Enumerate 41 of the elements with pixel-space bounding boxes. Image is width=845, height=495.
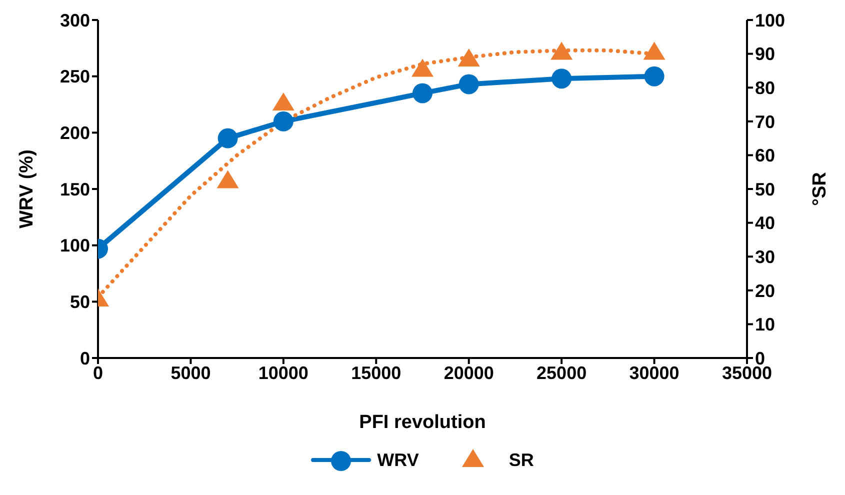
y-tick-label: 150 — [60, 179, 90, 200]
y-tick-label: 200 — [60, 123, 90, 144]
y-tick-label: 300 — [60, 10, 90, 30]
legend-label: SR — [508, 450, 534, 470]
point — [272, 92, 294, 110]
point — [412, 58, 434, 77]
legend-label: WRV — [377, 450, 419, 470]
x-tick-label: 25000 — [536, 362, 587, 383]
x-axis-title: PFI revolution — [359, 412, 486, 433]
point — [458, 48, 480, 67]
y2-tick-label: 90 — [755, 44, 776, 64]
y2-tick-label: 20 — [755, 280, 776, 301]
y-tick-label: 0 — [80, 348, 90, 368]
point — [216, 170, 239, 188]
x-tick-label: 30000 — [629, 362, 680, 383]
point — [412, 83, 432, 104]
y2-tick-label: 10 — [755, 314, 776, 335]
point — [458, 74, 479, 94]
point — [643, 42, 666, 60]
y2-tick-label: 100 — [755, 10, 786, 30]
y2-axis-title: °SR — [810, 172, 831, 206]
y2-tick-label: 30 — [755, 246, 776, 267]
x-tick-label: 20000 — [444, 362, 494, 383]
point — [218, 128, 238, 148]
y2-tick-label: 50 — [755, 179, 776, 200]
y-tick-label: 250 — [60, 66, 90, 87]
point — [552, 68, 572, 89]
y-tick-label: 50 — [70, 292, 90, 312]
x-tick-label: 5000 — [170, 362, 211, 383]
y2-tick-label: 80 — [755, 78, 776, 98]
y-axis-title: WRV (%) — [16, 150, 38, 228]
y2-tick-label: 70 — [755, 112, 776, 132]
point — [550, 42, 573, 60]
y-tick-label: 100 — [60, 236, 90, 256]
x-tick-label: 15000 — [351, 362, 402, 383]
x-tick-label: 10000 — [258, 362, 308, 383]
point — [644, 66, 664, 86]
y2-tick-label: 40 — [755, 213, 776, 234]
y2-tick-label: 60 — [755, 146, 776, 166]
x-tick-label: 0 — [92, 362, 104, 383]
point — [273, 111, 294, 132]
